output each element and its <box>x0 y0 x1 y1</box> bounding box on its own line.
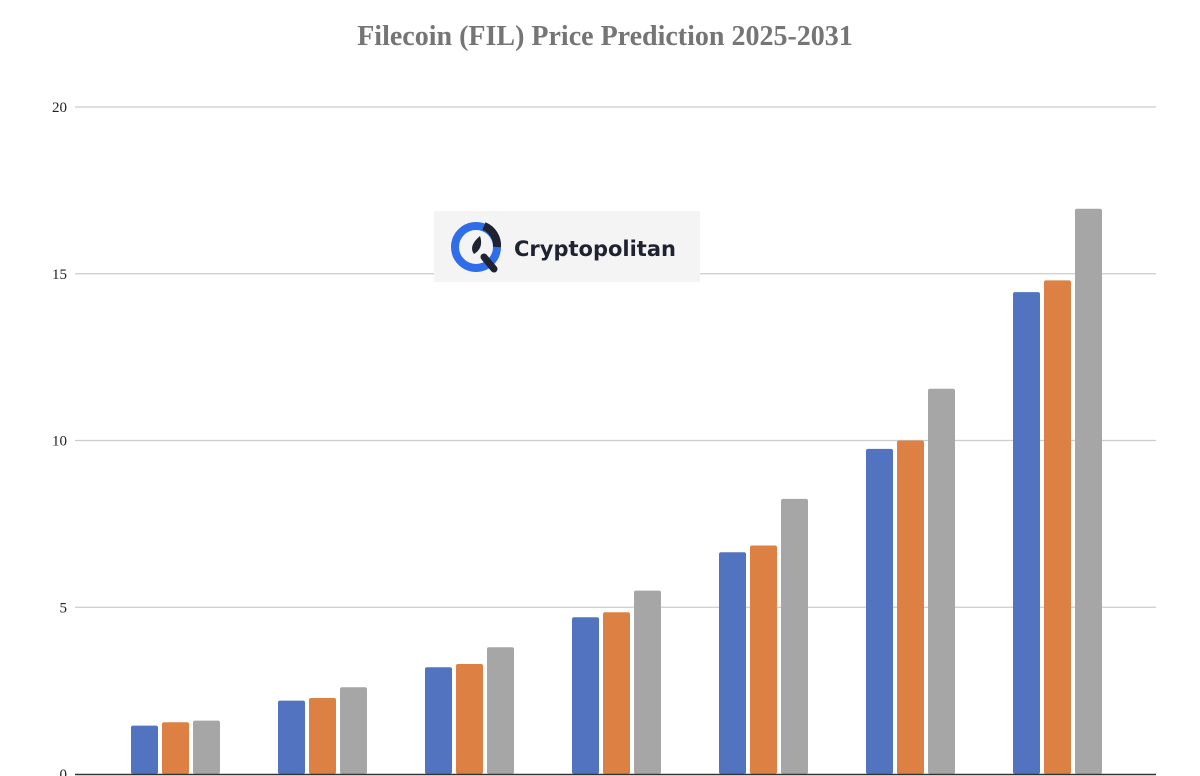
y-tick-label-10: 10 <box>52 434 67 450</box>
bars <box>131 208 1102 774</box>
bar-2028-series-3 <box>634 590 661 774</box>
y-tick-label-5: 5 <box>60 600 68 616</box>
bar-2030-series-3 <box>928 388 955 774</box>
y-axis-ticks: 0 5 10 15 20 <box>52 100 67 776</box>
bar-2027-series-2 <box>456 663 483 774</box>
bar-2025-series-3 <box>193 720 220 774</box>
bar-2031-series-1 <box>1013 292 1040 774</box>
watermark-brand-text: Cryptopolitan <box>514 237 676 261</box>
chart-title: Filecoin (FIL) Price Prediction 2025-203… <box>357 21 853 52</box>
bar-2026-series-3 <box>340 687 367 774</box>
bar-2030-series-1 <box>866 448 893 774</box>
watermark: Cryptopolitan <box>434 211 700 282</box>
y-tick-label-15: 15 <box>52 267 67 283</box>
bar-2029-series-1 <box>719 552 746 774</box>
bar-2029-series-2 <box>750 545 777 774</box>
bar-2027-series-3 <box>487 647 514 774</box>
bar-2027-series-1 <box>425 667 452 774</box>
bar-2029-series-3 <box>781 498 808 774</box>
y-tick-label-0: 0 <box>60 767 68 776</box>
bar-2031-series-2 <box>1044 280 1071 774</box>
bar-2031-series-3 <box>1075 208 1102 774</box>
bar-2026-series-2 <box>309 697 336 774</box>
bar-2028-series-1 <box>572 617 599 774</box>
bar-2026-series-1 <box>278 700 305 774</box>
bar-2025-series-1 <box>131 725 158 774</box>
bar-2025-series-2 <box>162 722 189 774</box>
cryptopolitan-logo-icon <box>451 222 502 273</box>
y-tick-label-20: 20 <box>52 100 67 116</box>
gridlines <box>75 106 1156 608</box>
bar-2030-series-2 <box>897 440 924 774</box>
bar-2028-series-2 <box>603 612 630 774</box>
